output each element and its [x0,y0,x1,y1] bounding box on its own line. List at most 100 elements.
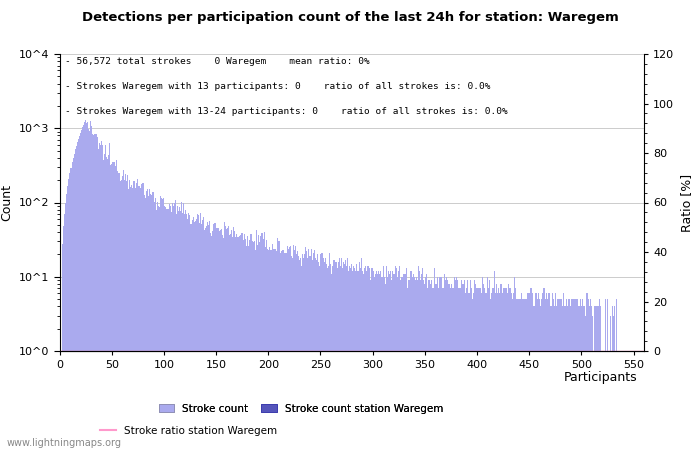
Bar [260,236,262,450]
Bar [407,280,409,450]
Text: - Strokes Waregem with 13-24 participants: 0    ratio of all strokes is: 0.0%: - Strokes Waregem with 13-24 participant… [65,108,508,117]
Bar [399,266,400,450]
Bar [258,234,260,450]
Bar [584,306,585,450]
Bar [99,145,101,450]
Bar [85,120,86,450]
Bar [473,293,475,450]
Bar [60,358,61,450]
Bar [598,299,600,450]
Bar [103,161,104,450]
Bar [435,284,436,450]
Bar [116,160,118,450]
Bar [563,293,564,450]
Bar [489,280,490,450]
Bar [461,280,462,450]
Bar [612,306,613,450]
Bar [194,222,195,450]
Bar [603,358,604,450]
Bar [314,250,315,450]
Bar [233,227,235,450]
Bar [295,246,296,450]
Bar [397,277,398,450]
Bar [571,299,573,450]
Bar [626,351,627,450]
Bar [601,358,602,450]
Bar [538,293,539,450]
Bar [111,164,112,450]
Bar [280,253,281,450]
Bar [316,260,317,450]
Bar [135,188,136,450]
Bar [452,288,454,450]
Bar [434,268,435,450]
Bar [86,123,88,450]
Bar [179,207,180,450]
Bar [78,139,79,450]
Bar [490,299,491,450]
Bar [63,226,64,450]
Bar [322,253,323,450]
Bar [465,293,466,450]
Bar [610,315,611,450]
Bar [228,225,229,450]
Bar [638,358,639,450]
Bar [197,214,198,450]
Bar [520,299,522,450]
Bar [639,358,640,450]
Bar [547,299,549,450]
Bar [484,288,485,450]
Bar [109,143,110,450]
Bar [132,188,133,450]
Bar [200,213,201,450]
Bar [542,293,543,450]
Bar [514,277,515,450]
Bar [628,358,629,450]
Bar [212,231,214,450]
Bar [604,358,605,450]
Bar [145,198,146,450]
Bar [392,271,393,450]
Bar [372,268,373,450]
Bar [254,241,256,450]
Bar [303,258,304,450]
Bar [424,284,426,450]
Bar [282,250,284,450]
Bar [569,299,570,450]
Bar [541,299,542,450]
Bar [368,266,369,450]
Bar [237,237,239,450]
Bar [120,180,122,450]
Bar [552,293,553,450]
Bar [229,234,230,450]
Bar [105,145,106,450]
Bar [198,215,199,450]
Bar [256,230,258,450]
Bar [102,145,103,450]
Bar [313,253,314,450]
Bar [605,299,606,450]
Bar [184,214,186,450]
Bar [534,306,535,450]
Bar [358,261,360,450]
Bar [296,254,297,450]
Bar [311,248,312,450]
Bar [539,299,540,450]
Bar [360,258,362,450]
Bar [411,271,412,450]
Bar [243,240,244,450]
Bar [341,258,342,450]
Bar [320,254,321,450]
Bar [471,288,472,450]
Bar [216,228,218,450]
Bar [432,288,433,450]
Bar [106,157,107,450]
Bar [558,299,559,450]
Bar [175,200,176,450]
Bar [352,271,354,450]
Bar [274,248,275,450]
Bar [152,192,153,450]
Bar [441,277,442,450]
Bar [420,280,421,450]
Bar [553,299,554,450]
